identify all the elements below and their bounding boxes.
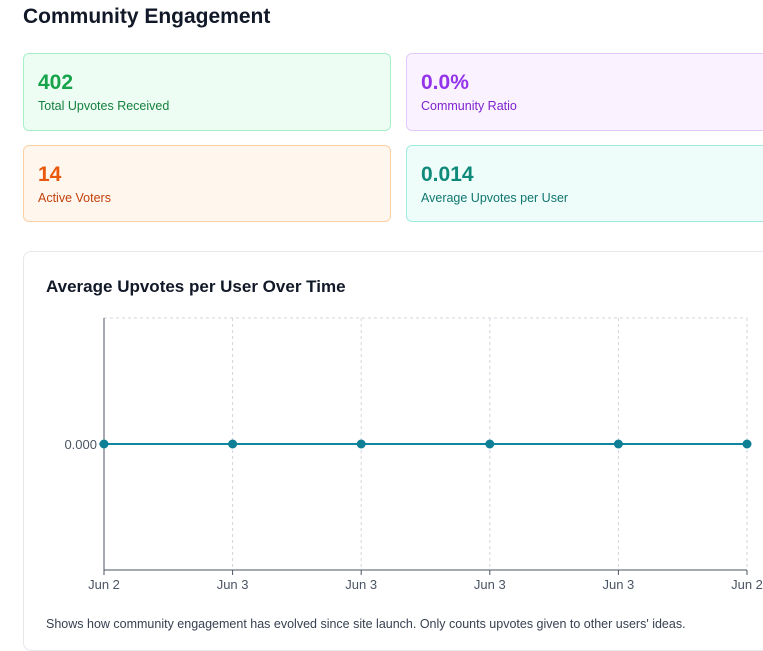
chart-title: Average Upvotes per User Over Time	[46, 277, 346, 296]
x-tick-label: Jun 3	[474, 577, 506, 592]
active-voters-card: 14 Active Voters	[23, 145, 391, 222]
avg-upvotes-value: 0.014	[421, 163, 474, 186]
x-tick-label: Jun 2	[88, 577, 120, 592]
active-voters-value: 14	[38, 163, 62, 186]
data-point	[742, 439, 752, 449]
community-ratio-value: 0.0%	[421, 71, 469, 94]
data-point	[485, 439, 495, 449]
x-tick-label: Jun 3	[602, 577, 634, 592]
total-upvotes-value: 402	[38, 71, 74, 94]
chart-card: Average Upvotes per User Over Time 0.000…	[23, 251, 763, 651]
data-point	[613, 439, 623, 449]
x-tick-label: Jun 2	[731, 577, 763, 592]
avg-upvotes-label: Average Upvotes per User	[421, 191, 569, 205]
total-upvotes-card: 402 Total Upvotes Received	[23, 53, 391, 131]
avg-upvotes-card: 0.014 Average Upvotes per User	[406, 145, 763, 222]
x-tick-label: Jun 3	[345, 577, 377, 592]
x-tick-label: Jun 3	[217, 577, 249, 592]
active-voters-label: Active Voters	[38, 191, 111, 205]
line-chart: 0.000 Jun 2 Jun 3 Jun 3 Jun 3 Jun 3 Jun 2	[64, 317, 763, 592]
data-point	[228, 439, 238, 449]
total-upvotes-label: Total Upvotes Received	[38, 99, 170, 113]
chart-footnote: Shows how community engagement has evolv…	[46, 617, 686, 631]
y-tick-label: 0.000	[64, 437, 97, 452]
community-ratio-card: 0.0% Community Ratio	[406, 53, 763, 131]
page-title: Community Engagement	[23, 5, 271, 28]
data-point	[356, 439, 366, 449]
data-point	[99, 439, 109, 449]
community-ratio-label: Community Ratio	[421, 99, 517, 113]
